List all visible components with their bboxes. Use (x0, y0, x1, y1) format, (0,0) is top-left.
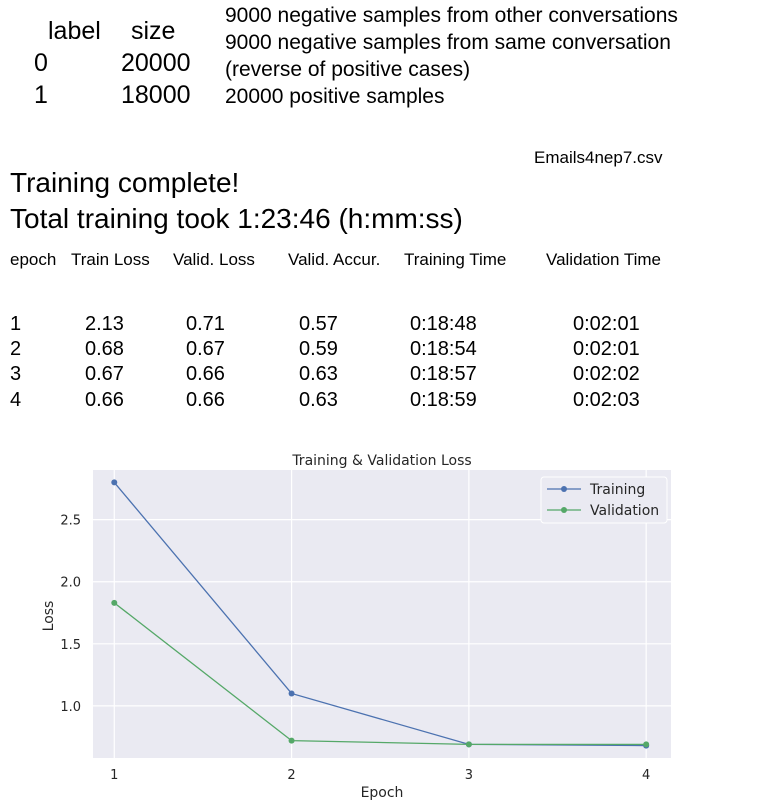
label-table-header-size: size (131, 17, 176, 45)
data-point-validation (465, 741, 472, 748)
stats-header-train-loss: Train Loss (71, 250, 150, 269)
label-table-header-label: label (48, 17, 101, 45)
series-line-validation (113, 602, 647, 745)
y-tick-label: 1.5 (60, 638, 81, 653)
stats-header-valid-loss: Valid. Loss (173, 250, 255, 269)
tick-labels: 1 2 3 4 1.0 1.5 2.0 2.5 (60, 514, 650, 783)
x-tick-label: 3 (465, 768, 473, 783)
data-point-validation (288, 737, 295, 744)
stats-header-training-time: Training Time (404, 250, 507, 269)
stats-cell: 0.57 (299, 313, 338, 335)
label-table-cell: 0 (34, 49, 48, 77)
stats-cell: 0:02:01 (573, 338, 640, 360)
filename-label: Emails4nep7.csv (534, 148, 663, 167)
legend-label-training: Training (589, 482, 645, 498)
stats-cell: 0.63 (299, 389, 338, 411)
x-tick-label: 4 (642, 768, 650, 783)
data-point-training (288, 690, 295, 697)
note-line: (reverse of positive cases) (225, 58, 471, 81)
stats-cell: 4 (10, 389, 22, 411)
data-point-training (111, 479, 118, 486)
label-table-cell: 18000 (121, 81, 191, 109)
stats-cell: 0:02:01 (573, 313, 640, 335)
legend-marker-validation (561, 507, 567, 513)
legend-label-validation: Validation (590, 503, 659, 519)
status-total-time: Total training took 1:23:46 (h:mm:ss) (10, 203, 463, 234)
note-line: 9000 negative samples from other convers… (225, 4, 678, 27)
y-tick-label: 2.5 (60, 514, 81, 529)
status-complete: Training complete! (10, 167, 240, 198)
series-lines (111, 479, 650, 749)
stats-cell: 2 (10, 338, 22, 360)
stats-cell: 0.66 (85, 389, 124, 411)
stats-cell: 0.68 (85, 338, 124, 360)
legend: Training Validation (540, 476, 668, 524)
stats-cell: 3 (10, 363, 22, 385)
stats-cell: 0.66 (186, 363, 225, 385)
stats-header-validation-time: Validation Time (546, 250, 661, 269)
stats-cell: 0:02:03 (573, 389, 640, 411)
stats-cell: 0.67 (85, 363, 124, 385)
stats-header-epoch: epoch (10, 250, 57, 269)
stats-cell: 0:02:02 (573, 363, 640, 385)
label-table-cell: 20000 (121, 49, 191, 77)
stats-cell: 0:18:57 (410, 363, 477, 385)
stats-cell: 0:18:59 (410, 389, 477, 411)
stats-cell: 0.66 (186, 389, 225, 411)
stats-cell: 0:18:48 (410, 313, 477, 335)
stats-cell: 0:18:54 (410, 338, 477, 360)
label-table-cell: 1 (34, 81, 48, 109)
x-axis-label: Epoch (361, 785, 404, 801)
x-tick-label: 2 (287, 768, 295, 783)
y-axis-label: Loss (41, 601, 57, 632)
stats-cell: 0.63 (299, 363, 338, 385)
legend-marker-training (561, 486, 567, 492)
stats-cell: 0.67 (186, 338, 225, 360)
data-point-validation (643, 741, 650, 748)
note-line: 9000 negative samples from same conversa… (225, 31, 671, 54)
data-point-validation (111, 599, 118, 606)
stats-cell: 1 (10, 313, 22, 335)
x-tick-label: 1 (110, 768, 118, 783)
grid-lines (93, 470, 671, 758)
stats-cell: 0.59 (299, 338, 338, 360)
stats-cell: 0.71 (186, 313, 225, 335)
stats-header-valid-accuracy: Valid. Accur. (288, 250, 381, 269)
chart-title: Training & Validation Loss (291, 453, 471, 469)
y-tick-label: 2.0 (60, 576, 81, 591)
stats-cell: 2.13 (85, 313, 124, 335)
note-line: 20000 positive samples (225, 85, 445, 108)
y-tick-label: 1.0 (60, 700, 81, 715)
